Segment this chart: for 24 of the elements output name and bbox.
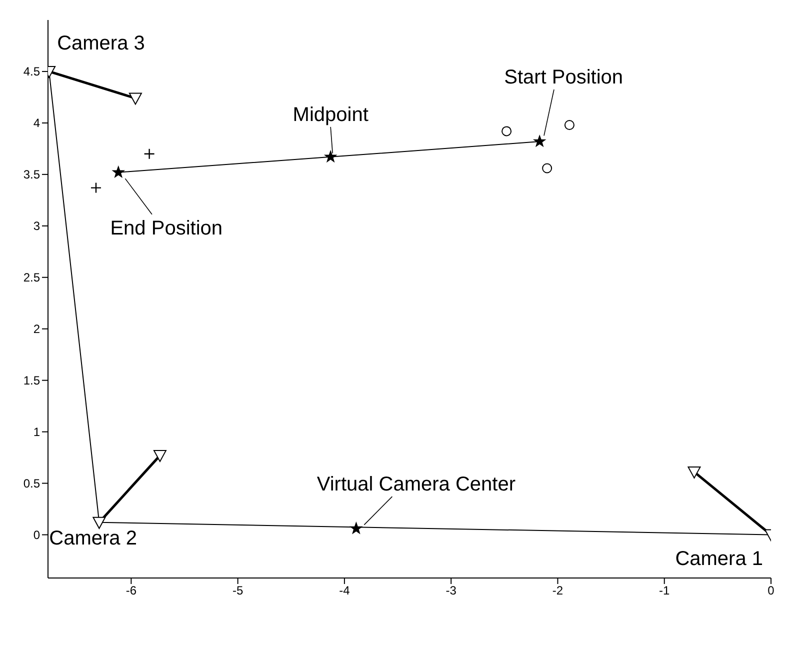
annotation: End Position [110,217,223,240]
x-tick-label: -2 [552,584,564,598]
y-tick-label: 0 [33,528,40,542]
annotation: Camera 3 [57,32,145,54]
y-tick-label: 3 [33,219,40,234]
y-tick-label: 4 [33,116,40,130]
x-tick-label: -1 [659,584,670,598]
annotation: Start Position [504,66,624,88]
y-tick-label: 3.5 [23,168,40,182]
x-tick-label: -3 [446,584,457,598]
x-tick-label: -6 [126,584,137,598]
annotation: Camera 2 [49,527,137,550]
y-tick-label: 1.5 [23,374,40,388]
y-tick-label: 2.5 [23,270,40,285]
annotation: Camera 1 [675,548,763,570]
y-tick-label: 0.5 [23,476,40,491]
y-tick-label: 2 [33,322,40,336]
x-tick-label: -5 [232,584,244,598]
y-tick-label: 4.5 [23,64,40,79]
annotation: Midpoint [292,104,369,126]
x-tick-label: -4 [339,584,350,598]
y-tick-label: 1 [33,425,40,440]
annotation: Virtual Camera Center [316,474,516,496]
x-tick-label: 0 [768,584,775,598]
